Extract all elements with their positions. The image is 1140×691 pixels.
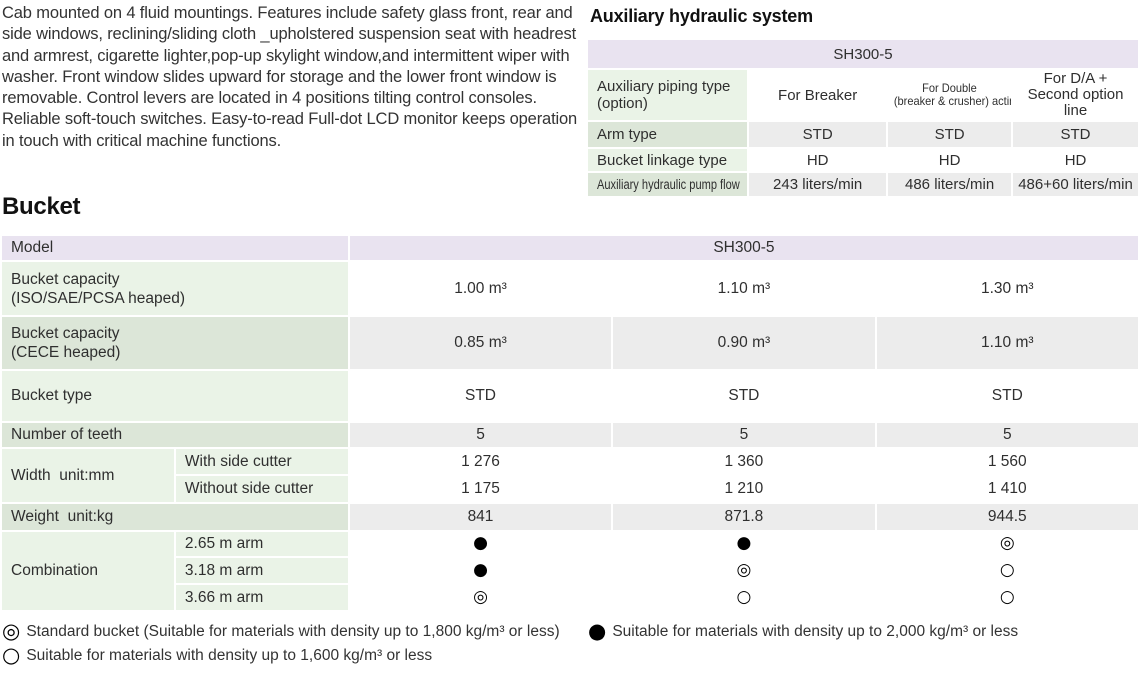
aux-pump-flow-value: 486 liters/min [888,173,1012,196]
open-circle-icon: ○ [2,642,21,667]
aux-hydraulic-table: SH300-5 Auxiliary piping type (option) F… [586,38,1140,198]
bucket-capacity-iso-label: Bucket capacity (ISO/SAE/PCSA heaped) [2,262,348,315]
number-of-teeth-label: Number of teeth [2,423,348,447]
suitability-symbol: ● [473,559,488,580]
suitability-symbol: ◎ [736,559,752,580]
suitability-symbol: ◎ [473,586,488,607]
bucket-capacity-iso-line2: (ISO/SAE/PCSA heaped) [11,289,186,307]
bucket-capacity-cece-line2: (CECE heaped) [11,344,121,361]
combination-arm-265-mark: ◎ [876,532,1138,556]
double-circle-icon: ◎ [2,618,21,643]
bucket-model-value: SH300-5 [349,236,1138,260]
weight-value: 841 [349,504,612,530]
aux-option-breaker: For Breaker [749,70,887,120]
bucket-capacity-cece-value: 1.10 m³ [876,317,1138,369]
aux-pump-flow-value: 243 liters/min [749,173,887,196]
combination-arm-265-mark: ● [613,532,875,556]
combination-arm-318-mark: ● [349,558,612,583]
suitability-symbol: ◎ [999,533,1015,553]
width-with-side-cutter-value: 1 560 [876,449,1138,474]
legend-left-column: ◎ Standard bucket (Suitable for material… [2,620,560,668]
suitability-symbol: ○ [999,586,1015,607]
aux-option-da-second-line: For D/A + Second option line [1013,70,1138,120]
combination-label: Combination [2,532,174,610]
combination-arm-366-mark: ◎ [349,585,612,610]
bucket-type-value: STD [613,371,875,421]
bucket-capacity-cece-line1: Bucket capacity [11,325,120,342]
aux-pump-flow-label: Auxiliary hydraulic pump flow [588,173,748,196]
bucket-type-value: STD [876,371,1138,421]
suitability-symbol: ● [736,533,752,553]
aux-piping-type-label: Auxiliary piping type (option) [588,70,748,120]
bucket-capacity-iso-line1: Bucket capacity [11,270,120,288]
aux-arm-type-label: Arm type [588,122,748,147]
suitability-symbol: ● [473,533,488,553]
number-of-teeth-value: 5 [876,423,1138,447]
aux-model-header: SH300-5 [588,40,1138,68]
aux-piping-type-label-line2: (option) [597,95,648,112]
width-without-side-cutter-value: 1 410 [876,476,1138,502]
aux-pump-flow-label-text: Auxiliary hydraulic pump flow [597,177,740,192]
combination-arm-318-mark: ○ [876,558,1138,583]
legend-density-1600: ○ Suitable for materials with density up… [2,644,560,668]
bucket-section-title: Bucket [2,193,81,220]
width-with-side-cutter-value: 1 360 [613,449,875,474]
bucket-spec-table: Model SH300-5 Bucket capacity (ISO/SAE/P… [0,234,1140,612]
aux-arm-type-value: STD [749,122,887,147]
bucket-capacity-cece-value: 0.90 m³ [613,317,875,369]
aux-arm-type-value: STD [888,122,1012,147]
aux-hydraulic-section-title: Auxiliary hydraulic system [590,6,813,26]
cab-description-paragraph: Cab mounted on 4 fluid mountings. Featur… [2,4,578,150]
aux-option-double-line1: For Double [922,81,977,95]
combination-arm-265-mark: ● [349,532,612,556]
bucket-capacity-cece-label: Bucket capacity (CECE heaped) [2,317,348,369]
weight-value: 871.8 [613,504,875,530]
combination-arm-366-mark: ○ [613,585,875,610]
number-of-teeth-value: 5 [613,423,875,447]
width-with-side-cutter-label: With side cutter [175,449,348,474]
bucket-type-value: STD [349,371,612,421]
legend-density-1600-text: Suitable for materials with density up t… [26,647,433,664]
aux-bucket-linkage-value: HD [1013,149,1138,171]
suitability-symbol: ○ [999,559,1015,580]
bucket-capacity-iso-value: 1.00 m³ [349,262,612,315]
legend-density-2000-text: Suitable for materials with density up t… [612,623,1019,640]
aux-option-double-acting: For Double (breaker & crusher) acting [888,70,1012,120]
combination-arm-265-label: 2.65 m arm [175,532,348,556]
bucket-capacity-cece-value: 0.85 m³ [349,317,612,369]
bucket-type-label: Bucket type [2,371,348,421]
width-without-side-cutter-value: 1 175 [349,476,612,502]
width-with-side-cutter-value: 1 276 [349,449,612,474]
aux-option-double-line2: (breaker & crusher) acting [893,94,1012,108]
bucket-capacity-iso-value: 1.10 m³ [613,262,875,315]
aux-pump-flow-value: 486+60 liters/min [1013,173,1138,196]
aux-option-da-line1: For D/A + [1043,70,1108,87]
suitability-symbol: ○ [736,586,752,607]
legend-standard-bucket: ◎ Standard bucket (Suitable for material… [2,620,560,644]
aux-bucket-linkage-value: HD [749,149,887,171]
aux-bucket-linkage-label: Bucket linkage type [588,149,748,171]
filled-circle-icon: ● [588,618,607,643]
combination-arm-318-label: 3.18 m arm [175,558,348,583]
aux-arm-type-value: STD [1013,122,1138,147]
legend-density-2000: ● Suitable for materials with density up… [588,620,1018,644]
legend-right-column: ● Suitable for materials with density up… [588,620,1018,644]
combination-arm-318-mark: ◎ [613,558,875,583]
combination-arm-366-mark: ○ [876,585,1138,610]
bucket-capacity-iso-value: 1.30 m³ [876,262,1138,315]
number-of-teeth-value: 5 [349,423,612,447]
bucket-model-label: Model [2,236,348,260]
width-without-side-cutter-value: 1 210 [613,476,875,502]
weight-label: Weight unit:kg [2,504,348,530]
combination-arm-366-label: 3.66 m arm [175,585,348,610]
width-without-side-cutter-label: Without side cutter [175,476,348,502]
aux-option-da-line2: Second option line [1027,86,1124,119]
weight-value: 944.5 [876,504,1138,530]
aux-piping-type-label-line1: Auxiliary piping type [597,78,731,95]
legend-standard-bucket-text: Standard bucket (Suitable for materials … [26,623,560,640]
width-label: Width unit:mm [2,449,174,502]
aux-bucket-linkage-value: HD [888,149,1012,171]
